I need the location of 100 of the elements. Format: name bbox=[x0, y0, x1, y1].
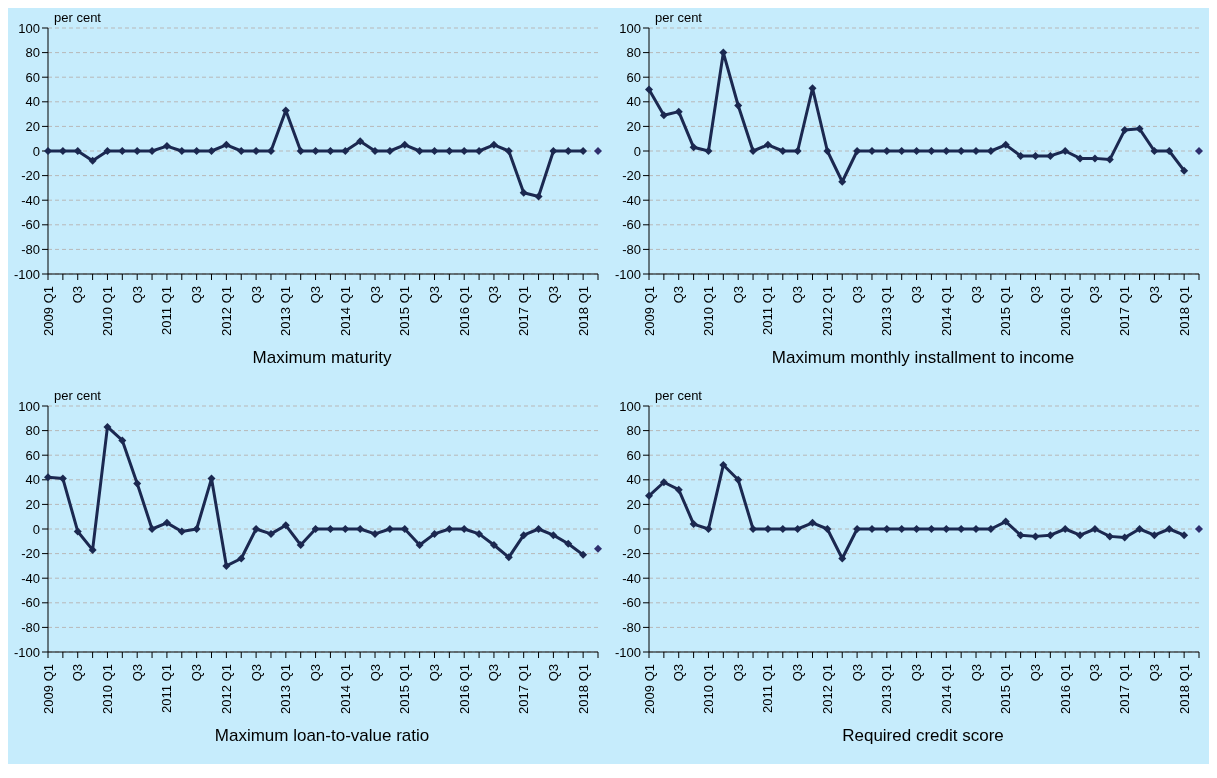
point bbox=[778, 147, 787, 155]
x-tick-label: 2016 Q1 bbox=[456, 664, 472, 714]
y-tick-label: -80 bbox=[21, 620, 40, 636]
x-tick-label: 2011 Q1 bbox=[760, 664, 776, 713]
point bbox=[430, 529, 439, 538]
point bbox=[88, 156, 97, 165]
point bbox=[1105, 155, 1114, 164]
y-tick-label: 80 bbox=[25, 45, 40, 61]
y-tick-label: -100 bbox=[614, 266, 641, 282]
x-tick-label: 2017 Q1 bbox=[1117, 286, 1133, 336]
point bbox=[793, 525, 802, 533]
x-tick-label: Q3 bbox=[70, 286, 86, 304]
x-tick-label: Q3 bbox=[671, 286, 687, 304]
x-tick-label: 2009 Q1 bbox=[40, 286, 56, 336]
point bbox=[177, 147, 186, 155]
point bbox=[1016, 151, 1025, 160]
y-tick-label: 0 bbox=[32, 521, 40, 537]
point bbox=[823, 147, 832, 155]
point bbox=[489, 540, 498, 549]
x-tick-label: 2017 Q1 bbox=[1117, 664, 1133, 714]
y-tick-label: -40 bbox=[622, 570, 641, 586]
x-tick-label: 2017 Q1 bbox=[516, 664, 532, 714]
point bbox=[659, 478, 668, 487]
point bbox=[222, 561, 231, 570]
point bbox=[838, 177, 847, 186]
point bbox=[838, 554, 847, 563]
point bbox=[148, 525, 157, 533]
point bbox=[1150, 531, 1159, 540]
y-tick-label: 80 bbox=[626, 423, 641, 439]
point bbox=[763, 140, 772, 149]
x-tick-label: Q3 bbox=[189, 664, 205, 682]
x-tick-label: Q3 bbox=[308, 286, 324, 304]
point bbox=[1165, 525, 1174, 533]
x-tick-label: Q3 bbox=[426, 664, 442, 682]
point bbox=[133, 479, 142, 488]
x-tick-label: 2018 Q1 bbox=[1176, 286, 1192, 336]
x-tick-label: Q3 bbox=[367, 286, 383, 304]
point bbox=[704, 525, 713, 533]
point bbox=[475, 147, 484, 155]
x-tick-label: Q3 bbox=[909, 286, 925, 304]
point bbox=[549, 531, 558, 540]
point bbox=[326, 525, 335, 533]
x-tick-label: Q3 bbox=[308, 664, 324, 682]
point bbox=[162, 518, 171, 527]
y-tick-label: -60 bbox=[21, 217, 40, 233]
x-tick-label: 2016 Q1 bbox=[1057, 664, 1073, 714]
x-tick-label: 2011 Q1 bbox=[159, 664, 175, 713]
point bbox=[645, 491, 653, 500]
y-axis-title: per cent bbox=[54, 10, 101, 25]
point bbox=[674, 107, 683, 116]
y-tick-label: -40 bbox=[21, 570, 40, 586]
point bbox=[1076, 531, 1085, 540]
text: Required credit score bbox=[841, 726, 1005, 746]
x-tick-label: 2017 Q1 bbox=[516, 286, 532, 336]
point bbox=[207, 147, 216, 155]
point bbox=[519, 531, 528, 540]
x-tick-label: Q3 bbox=[968, 664, 984, 682]
point bbox=[415, 540, 424, 549]
x-tick-label: Q3 bbox=[129, 286, 145, 304]
point bbox=[1031, 151, 1040, 160]
point bbox=[645, 85, 653, 94]
x-tick-label: Q3 bbox=[189, 286, 205, 304]
y-tick-label: -20 bbox=[21, 546, 40, 562]
point bbox=[1046, 151, 1055, 160]
x-tick-label: 2010 Q1 bbox=[700, 286, 716, 336]
point bbox=[460, 525, 469, 533]
point bbox=[385, 525, 394, 533]
x-tick-label: 2010 Q1 bbox=[700, 664, 716, 714]
y-tick-label: 40 bbox=[626, 94, 641, 110]
y-tick-label: -80 bbox=[622, 620, 641, 636]
x-tick-label: Q3 bbox=[129, 664, 145, 682]
point bbox=[177, 527, 186, 536]
x-tick-label: 2011 Q1 bbox=[159, 286, 175, 335]
y-tick-label: 60 bbox=[626, 447, 641, 463]
point bbox=[475, 529, 484, 538]
x-tick-label: Q3 bbox=[367, 664, 383, 682]
point bbox=[326, 147, 335, 155]
x-tick-label: 2012 Q1 bbox=[819, 286, 835, 336]
y-tick-label: 0 bbox=[32, 143, 40, 159]
point bbox=[103, 147, 112, 155]
point bbox=[1001, 517, 1010, 526]
x-tick-label: 2012 Q1 bbox=[218, 664, 234, 714]
point bbox=[103, 422, 112, 431]
x-tick-label: Q3 bbox=[730, 286, 746, 304]
y-tick-label: 80 bbox=[25, 423, 40, 439]
y-tick-label: 80 bbox=[626, 45, 641, 61]
x-tick-label: 2012 Q1 bbox=[819, 664, 835, 714]
point bbox=[912, 525, 921, 533]
y-tick-label: 20 bbox=[626, 119, 641, 135]
x-tick-label: 2014 Q1 bbox=[337, 286, 353, 336]
x-tick-label: 2015 Q1 bbox=[998, 286, 1014, 336]
x-tick-label: Q3 bbox=[849, 286, 865, 304]
point bbox=[237, 554, 246, 563]
point bbox=[1120, 533, 1129, 542]
x-tick-label: 2013 Q1 bbox=[879, 286, 895, 336]
y-tick-label: -20 bbox=[21, 168, 40, 184]
x-tick-label: 2013 Q1 bbox=[278, 664, 294, 714]
point bbox=[1180, 531, 1189, 540]
y-tick-label: 20 bbox=[25, 119, 40, 135]
x-tick-label: 2014 Q1 bbox=[938, 286, 954, 336]
